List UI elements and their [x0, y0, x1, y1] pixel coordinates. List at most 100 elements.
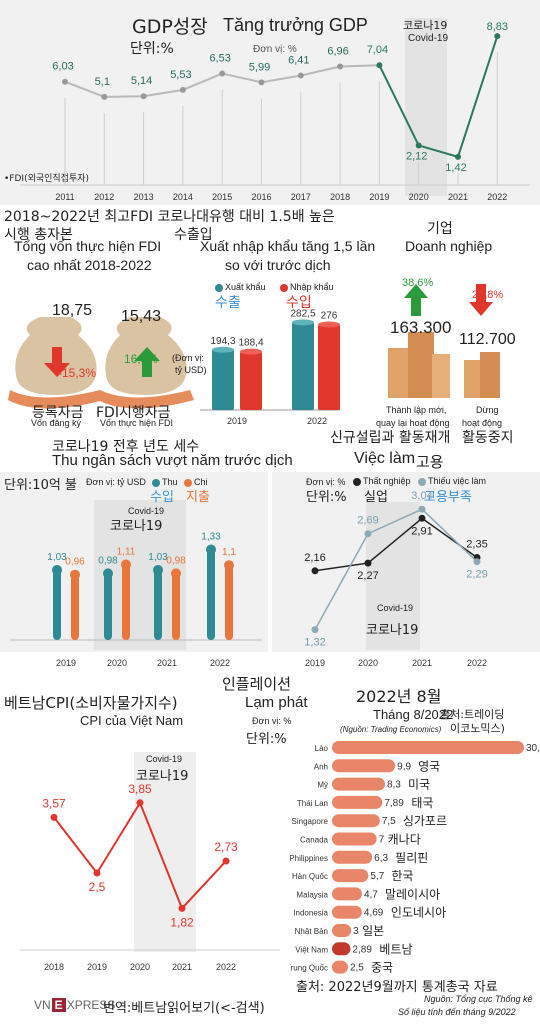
gdp-data-label: 5,14 — [131, 75, 152, 87]
budget-bar-cap — [70, 569, 80, 580]
biz-left-label-1: Thành lập mới, — [386, 405, 447, 415]
jobs-data-label: 2,69 — [357, 515, 378, 527]
budget-bar-cap — [153, 564, 163, 575]
biz-right-label-2: hoạt động — [462, 418, 503, 428]
legend-import-dot — [280, 284, 288, 292]
gdp-point — [219, 70, 226, 77]
cpi-x-tick: 2022 — [216, 962, 236, 972]
jobs-unit-kr: 단위:% — [306, 490, 347, 505]
inflation-country-vn: Nhật Bản — [295, 927, 328, 936]
banner-line2a: 시행 총자본 — [4, 227, 73, 243]
biz-title: Doanh nghiệp — [405, 238, 493, 254]
inflation-country-vn: Mỹ — [317, 781, 328, 790]
jobs-point — [364, 530, 372, 538]
gdp-data-label: 5,99 — [249, 61, 270, 73]
legend-under-dot — [418, 478, 426, 486]
gdp-data-label: 8,83 — [487, 21, 508, 33]
budget-bar — [122, 564, 130, 640]
budget-x-tick: 2022 — [210, 658, 230, 668]
fdi-title-2: cao nhất 2018-2022 — [27, 257, 152, 273]
legend-under-label: Thiếu việc làm — [428, 476, 487, 486]
budget-bar-cap — [206, 544, 216, 555]
building-icon — [388, 332, 450, 398]
budget-covid-vn: Covid-19 — [128, 506, 165, 516]
budget-bar-cap — [103, 568, 113, 579]
gdp-covid-label-vn: Covid-19 — [408, 33, 449, 44]
inflation-country-kr: 한국 — [391, 869, 413, 883]
trade-bar — [212, 349, 234, 410]
jobs-chart: 2019 2020 2021 2022 2,16 2,27 2,91 2,35 1,32 2,69… — [304, 490, 487, 668]
jobs-title-kr: 고용 — [416, 453, 444, 471]
legend-unemp-dot — [353, 478, 361, 486]
jobs-point — [418, 505, 426, 513]
inflation-country-vn: Canada — [300, 836, 329, 845]
gdp-chart: 2011 2012 2013 2014 2015 2016 2017 2018 2019 2020… — [20, 21, 530, 202]
inflation-country-kr: 싱가포르 — [403, 814, 447, 828]
gdp-x-tick: 2011 — [55, 192, 74, 202]
jobs-under-kr: 고용부족 — [424, 490, 472, 505]
gdp-unit-kr: 단위:% — [130, 41, 174, 57]
jobs-unit-vn: Đơn vị: % — [306, 477, 346, 487]
budget-bar — [104, 573, 112, 640]
hand-icon — [8, 390, 104, 409]
inflation-data-label: 2,5 — [350, 963, 364, 974]
cpi-point — [93, 869, 101, 877]
jobs-point — [473, 558, 481, 566]
cpi-x-tick: 2019 — [87, 962, 107, 972]
gdp-x-tick: 2015 — [212, 192, 232, 202]
footer-source-vn-2: Số liệu tính đến tháng 9/2022 — [398, 1007, 516, 1017]
footer-source-kr: 출처: 2022년9월까지 통계총국 자료 — [296, 980, 498, 995]
trade-data-label: 282,5 — [290, 308, 315, 319]
inflation-country-vn: Lào — [315, 744, 329, 753]
gdp-unit-vn: Đơn vị: % — [253, 44, 297, 55]
inflation-country-vn: Malaysia — [296, 890, 328, 899]
gdp-panel — [0, 0, 540, 205]
gdp-data-label: 6,03 — [52, 61, 73, 73]
biz-graphic — [388, 284, 500, 398]
fdi-right-value: 15,43 — [121, 308, 162, 325]
budget-title-kr: 코로나19 전후 년도 세수 — [52, 439, 200, 455]
arrow-up-icon — [134, 347, 160, 377]
inflation-country-kr: 인도네시아 — [391, 906, 446, 920]
inflation-data-label: 4,69 — [364, 908, 384, 919]
gdp-covid-label-kr: 코로나19 — [403, 19, 448, 32]
cpi-title-kr: 베트남CPI(소비자물가지수) — [4, 694, 178, 712]
budget-bar — [71, 574, 79, 640]
legend-unemp-label: Thất nghiệp — [363, 476, 411, 486]
gdp-point — [337, 63, 344, 70]
gdp-title-vn: Tăng trưởng GDP — [223, 15, 368, 35]
inflation-data-label: 30,1 — [526, 743, 540, 754]
budget-data-label: 1,03 — [47, 552, 67, 563]
trade-data-label: 276 — [321, 310, 338, 321]
gdp-x-tick: 2014 — [173, 192, 193, 202]
jobs-data-label: 2,27 — [357, 570, 378, 582]
fdi-right-label-vn: Vốn thực hiện FDI — [100, 418, 174, 428]
gdp-covid-band — [405, 18, 447, 196]
gdp-point — [258, 79, 265, 86]
logo-e-box: E — [51, 998, 66, 1012]
biz-left-kr: 신규설립과 활동재개 — [330, 430, 451, 446]
budget-data-label: 1,11 — [117, 547, 136, 558]
trade-bar-cap — [318, 321, 340, 328]
biz-right-label-1: Dừng — [476, 405, 499, 415]
legend-chi-label: Chi — [194, 477, 208, 487]
cpi-covid-band — [134, 752, 196, 952]
legend-export-dot — [215, 284, 223, 292]
fdi-left-label-vn: Vốn đăng ký — [31, 418, 82, 428]
inflation-data-label: 4,7 — [364, 889, 378, 900]
jobs-data-label: 2,35 — [466, 539, 487, 551]
inflation-bar — [332, 759, 396, 773]
trade-data-label: 194,3 — [210, 336, 235, 347]
budget-chart: 1,030,9620190,981,1120201,030,9820211,33… — [10, 532, 262, 668]
inflation-bar — [332, 832, 377, 846]
cpi-point — [136, 799, 144, 807]
gdp-x-tick: 2016 — [251, 192, 271, 202]
trade-bar-cap — [240, 348, 262, 355]
inflation-country-kr: 필리핀 — [395, 851, 428, 865]
biz-right-kr: 활동중지 — [462, 430, 514, 446]
budget-bar — [225, 565, 233, 640]
inflation-country-vn: Trung Quốc — [290, 964, 328, 973]
inflation-country-vn: Hàn Quốc — [292, 872, 328, 881]
inflation-data-label: 5,7 — [370, 871, 384, 882]
